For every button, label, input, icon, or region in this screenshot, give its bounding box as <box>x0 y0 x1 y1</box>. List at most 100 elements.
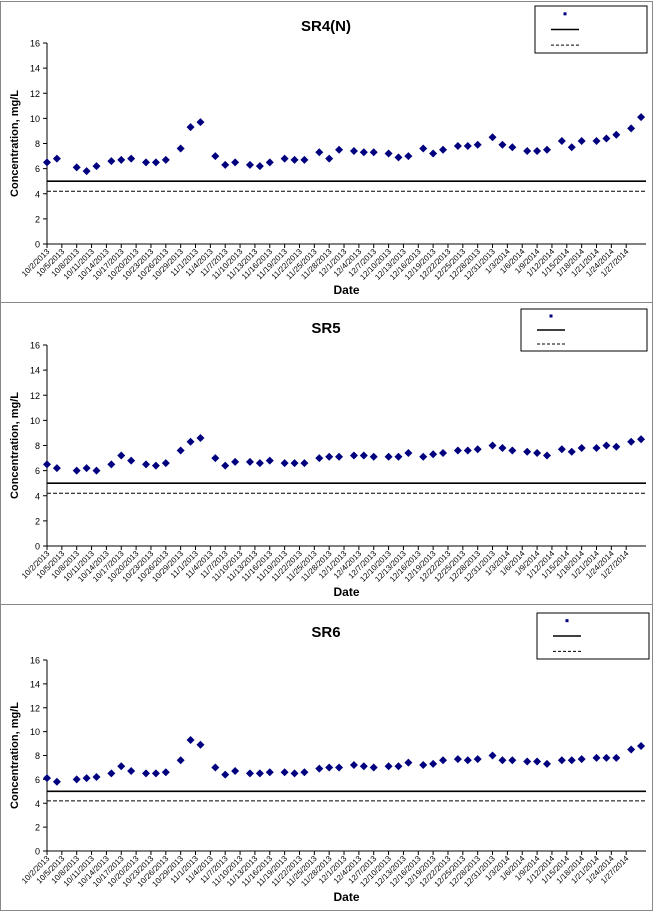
data-point <box>221 160 230 169</box>
data-point <box>315 148 324 157</box>
y-tick-label: 12 <box>30 703 40 713</box>
y-tick-label: 14 <box>30 366 40 376</box>
data-point <box>127 154 136 163</box>
y-tick-label: 0 <box>35 847 40 857</box>
data-point <box>176 144 185 153</box>
data-point <box>508 143 517 152</box>
data-point <box>107 157 116 166</box>
data-point <box>369 148 378 157</box>
chart-title: SR5 <box>311 320 340 337</box>
data-point <box>107 460 116 469</box>
data-point <box>349 451 358 460</box>
data-point <box>161 768 170 777</box>
y-axis-label: Concentration, mg/L <box>9 90 21 197</box>
data-point <box>349 761 358 770</box>
data-point <box>92 466 101 475</box>
data-point <box>325 154 334 163</box>
data-point <box>637 113 646 122</box>
data-point <box>245 160 254 169</box>
y-tick-label: 12 <box>30 89 40 99</box>
data-point <box>592 444 601 453</box>
y-tick-label: 6 <box>35 466 40 476</box>
data-point <box>567 756 576 765</box>
data-point <box>196 118 205 127</box>
x-axis-label: Date <box>333 585 359 599</box>
data-point <box>419 452 428 461</box>
data-point <box>117 762 126 771</box>
data-point <box>161 155 170 164</box>
data-point <box>245 769 254 778</box>
y-axis-label: Concentration, mg/L <box>9 392 21 499</box>
data-point <box>612 753 621 762</box>
data-point <box>72 163 81 172</box>
data-point <box>315 454 324 463</box>
data-point <box>280 459 289 468</box>
y-tick-label: 16 <box>30 656 40 666</box>
data-point <box>255 459 264 468</box>
data-point <box>592 136 601 145</box>
data-point <box>498 444 507 453</box>
data-point <box>52 464 61 473</box>
data-point <box>602 441 611 450</box>
data-point <box>488 441 497 450</box>
data-point <box>404 449 413 458</box>
data-point <box>592 753 601 762</box>
y-tick-label: 6 <box>35 775 40 785</box>
y-tick-label: 0 <box>35 240 40 250</box>
chart-panel-sr5: SR5 Concentration, mg/L Date 0 2 4 6 8 10 12 14 16 1… <box>0 302 653 605</box>
data-point <box>429 450 438 459</box>
data-point <box>627 437 636 446</box>
data-point <box>567 447 576 456</box>
data-point <box>394 452 403 461</box>
data-point <box>325 452 334 461</box>
data-point <box>280 768 289 777</box>
data-point <box>473 445 482 454</box>
data-point <box>92 162 101 171</box>
data-point <box>488 751 497 760</box>
y-tick-label: 4 <box>35 189 40 199</box>
y-tick-label: 4 <box>35 799 40 809</box>
data-point <box>127 767 136 776</box>
data-point <box>533 449 542 458</box>
y-tick-label: 14 <box>30 64 40 74</box>
data-point <box>429 759 438 768</box>
data-point <box>43 460 51 469</box>
data-point <box>196 433 205 442</box>
chart-sr4n: SR4(N) Concentration, mg/L Date 0 2 4 6 8 10 12 14… <box>9 5 648 297</box>
y-tick-label: 16 <box>30 341 40 351</box>
data-point <box>231 767 240 776</box>
data-point <box>211 152 220 161</box>
data-point <box>300 768 309 777</box>
data-point <box>384 452 393 461</box>
data-point <box>508 756 517 765</box>
data-point <box>488 133 497 142</box>
data-point <box>637 741 646 750</box>
data-point <box>72 466 81 475</box>
y-tick-label: 2 <box>35 823 40 833</box>
data-point <box>265 456 274 465</box>
data-point <box>557 136 566 145</box>
data-point <box>577 136 586 145</box>
data-point <box>335 452 344 461</box>
data-point <box>473 755 482 764</box>
y-tick-label: 6 <box>35 164 40 174</box>
y-tick-label: 0 <box>35 542 40 552</box>
data-point <box>349 147 358 156</box>
data-point <box>127 456 136 465</box>
data-point <box>72 775 81 784</box>
data-point <box>439 756 448 765</box>
chart-panel-sr6: SR6 Concentration, mg/L Date 0 2 4 6 8 10 12 14 16 1… <box>0 604 653 911</box>
data-point <box>117 451 126 460</box>
data-point <box>453 755 462 764</box>
data-point <box>359 762 368 771</box>
data-point <box>161 459 170 468</box>
data-point <box>542 451 551 460</box>
data-point <box>557 445 566 454</box>
chart-panel-sr4n: SR4(N) Concentration, mg/L Date 0 2 4 6 8 10 12 14… <box>0 1 653 304</box>
data-point <box>300 155 309 164</box>
data-point <box>533 147 542 156</box>
data-point <box>211 454 220 463</box>
y-tick-label: 4 <box>35 491 40 501</box>
